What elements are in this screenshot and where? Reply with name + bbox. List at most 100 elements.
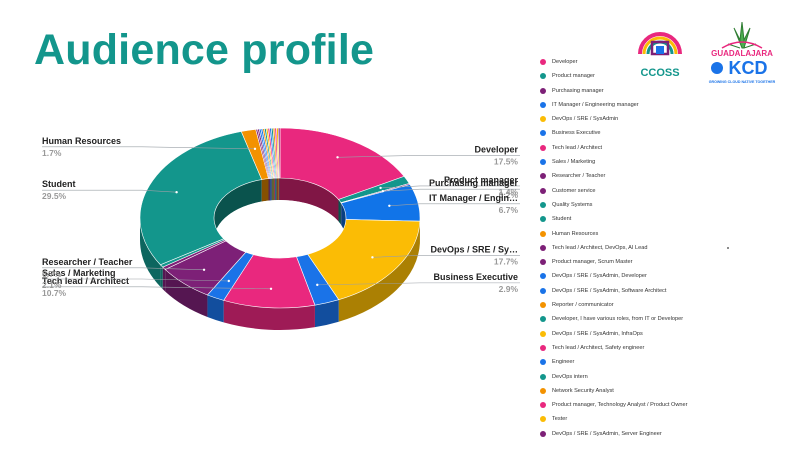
legend-label: Human Resources [552, 230, 599, 237]
legend-item: Product manager [540, 69, 790, 83]
legend-item: IT Manager / Engineering manager [540, 98, 790, 112]
donut-outer-wall-devops-sre-sysadmin [338, 221, 420, 322]
legend-item: DevOps / SRE / SysAdmin, Developer [540, 269, 790, 283]
legend-item: Developer, I have various roles, from IT… [540, 312, 790, 326]
leader-line-student [42, 189, 177, 193]
slice-label-it-manager-engineering-manager: IT Manager / Engin… [429, 193, 518, 203]
legend-swatch [540, 302, 546, 309]
legend-label: DevOps / SRE / SysAdmin [552, 116, 619, 123]
legend-swatch [540, 359, 546, 366]
donut-inner-wall-developer-i-have-various-roles-from-it-or-developer [272, 178, 274, 201]
legend-label: Tech lead / Architect, DevOps, AI Lead [552, 244, 648, 251]
legend-swatch [540, 187, 546, 194]
donut-slice-devops-sre-sysadmin-server-engineer [277, 127, 281, 179]
leader-line-tech-lead-architect [42, 286, 272, 290]
donut-outer-wall-business-executive [314, 299, 339, 328]
legend-label: Tester [552, 416, 568, 423]
donut-outer-wall-student [140, 218, 161, 287]
slice-label-purchasing-manager: Purchasing manager [429, 178, 519, 188]
leader-dot-purchasing-manager [381, 189, 384, 193]
legend-swatch [540, 87, 546, 94]
leader-dot-product-manager [379, 186, 382, 190]
legend-label: Product manager, Scrum Master [552, 259, 633, 266]
leader-line-product-manager [380, 185, 520, 189]
legend-label: DevOps / SRE / SysAdmin, Developer [552, 273, 647, 280]
slice-label-student: Student [42, 179, 76, 189]
legend-swatch [540, 387, 546, 394]
donut-inner-wall-product-manager [338, 199, 341, 225]
legend-item: Tech lead / Architect [540, 141, 790, 155]
legend-item: Sales / Marketing [540, 155, 790, 169]
legend-item: Human Resources [540, 227, 790, 241]
leader-line-human-resources [42, 146, 255, 150]
slice-percent-human-resources: 1.7% [42, 148, 62, 158]
legend-item: Tester [540, 412, 790, 426]
slice-label-sales-marketing: Sales / Marketing [42, 268, 116, 278]
legend-label: Developer [552, 59, 578, 65]
leader-dot-business-executive [316, 283, 319, 287]
donut-slice-developer [279, 127, 405, 200]
donut-inner-wall-tech-lead-architect-devops-ai-lead [268, 178, 270, 201]
donut-inner-wall-human-resources [261, 178, 269, 202]
donut-inner-wall-reporter-communicator [271, 178, 273, 201]
legend-label: Quality Systems [552, 201, 593, 208]
legend-item: Developer [540, 55, 790, 69]
legend-swatch [540, 230, 546, 237]
legend-swatch [540, 201, 546, 208]
legend-swatch [540, 373, 546, 380]
legend-swatch [540, 101, 546, 108]
leader-line-developer [337, 154, 520, 158]
donut-inner-wall-network-security-analyst [276, 178, 278, 201]
leader-line-it-manager-engineering-manager [389, 203, 520, 207]
legend-label: DevOps intern [552, 373, 588, 380]
legend-item: Purchasing manager [540, 84, 790, 98]
slice-label-tech-lead-architect: Tech lead / Architect [42, 276, 129, 286]
legend-label: Tech lead / Architect, Safety engineer [552, 344, 645, 351]
legend-item: DevOps intern [540, 370, 790, 384]
legend-swatch [540, 316, 546, 323]
legend-swatch [540, 59, 546, 65]
donut-inner-wall-product-manager-technology-analyst-product-owner [277, 178, 279, 201]
legend-swatch [540, 416, 546, 423]
donut-slice-student [139, 131, 263, 266]
legend-label: DevOps / SRE / SysAdmin, Software Archit… [552, 287, 667, 294]
legend-item: Reporter / communicator [540, 298, 790, 312]
kcd-guadalajara-logo: GUADALAJARA KCD GROWING CLOUD NATIVE TOG… [709, 21, 776, 84]
legend-label: Purchasing manager [552, 87, 604, 94]
slice-label-developer: Developer [474, 144, 518, 154]
stray-dot [727, 247, 729, 249]
legend-item: Tech lead / Architect, DevOps, AI Lead [540, 241, 790, 255]
kubernetes-wheel-icon [711, 62, 723, 74]
legend-swatch [540, 330, 546, 337]
legend-label: Customer service [552, 187, 596, 194]
slice-label-product-manager: Product manager [444, 175, 519, 185]
donut-outer-wall-sales-marketing [207, 294, 224, 323]
leader-line-business-executive [317, 282, 520, 286]
donut-inner-wall-devops-sre-sysadmin-server-engineer [279, 178, 280, 201]
legend-item: Quality Systems [540, 198, 790, 212]
legend-item: Tech lead / Architect, Safety engineer [540, 341, 790, 355]
legend-label: IT Manager / Engineering manager [552, 101, 639, 108]
donut-inner-wall-developer [280, 178, 339, 222]
donut-inner-wall-tester [278, 178, 280, 201]
slice-percent-business-executive: 2.9% [499, 284, 519, 294]
legend-label: Reporter / communicator [552, 302, 614, 309]
legend-label: Student [552, 216, 572, 223]
donut-inner-wall-student [214, 179, 262, 240]
slice-percent-researcher-teacher: 6.7% [42, 269, 62, 279]
chart-legend: Developer Product manager Purchasing manag… [540, 55, 790, 441]
leader-line-purchasing-manager [382, 188, 520, 192]
leader-dot-human-resources [253, 147, 257, 151]
ccoss-logo: CCOSS [638, 32, 682, 79]
slice-percent-sales-marketing: 2.1% [42, 280, 62, 290]
legend-swatch [540, 216, 546, 223]
legend-label: Sales / Marketing [552, 159, 596, 166]
legend-label: DevOps / SRE / SysAdmin, InfraOps [552, 330, 643, 337]
legend-item: Researcher / Teacher [540, 169, 790, 183]
slice-percent-student: 29.5% [42, 191, 67, 201]
donut-inner-wall-devops-sre-sysadmin-developer [270, 178, 271, 201]
slice-label-researcher-teacher: Researcher / Teacher [42, 257, 133, 267]
slice-percent-it-manager-engineering-manager: 6.7% [499, 205, 519, 215]
slice-label-business-executive: Business Executive [433, 272, 518, 282]
legend-swatch [540, 116, 546, 123]
